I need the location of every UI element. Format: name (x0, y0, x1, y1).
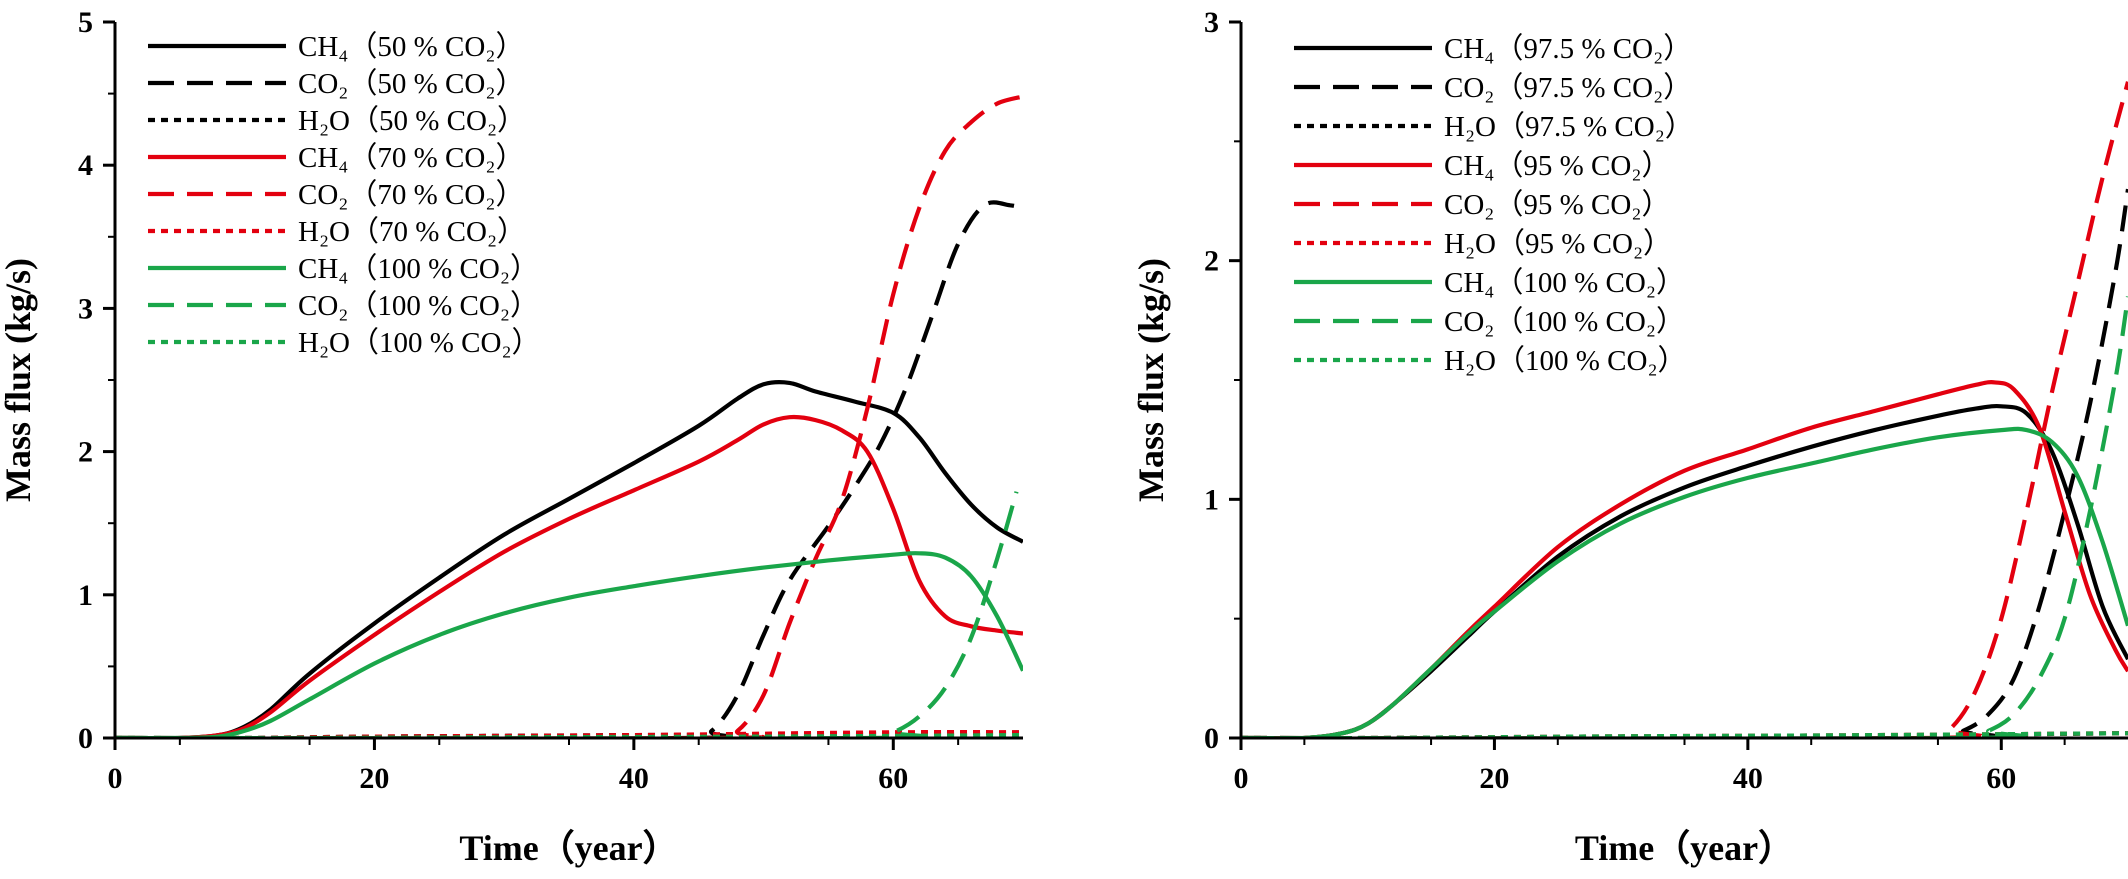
legend: CH₄（97.5 % CO₂） CO₂（97.5 % CO₂） H₂O（97.5 %… (1294, 33, 1694, 377)
chart-panel-2: 0 1 2 3 0 20 40 60 Time（year） Mass flux (kg/s) CH₄… (1131, 6, 2128, 868)
series-line-8 (1241, 296, 2128, 738)
legend-label-9: H₂O（100 % CO₂） (1444, 345, 1687, 377)
legend-label-5: CO₂（95 % CO₂） (1444, 189, 1670, 221)
x-tick-label: 40 (619, 762, 649, 795)
legend-label-3: H₂O（50 % CO₂） (298, 105, 526, 137)
y-tick-label: 0 (78, 722, 93, 755)
legend-label-4: CH₄（70 % CO₂） (298, 142, 524, 174)
legend-label-8: CO₂（100 % CO₂） (298, 290, 539, 322)
series-line-1 (1241, 403, 2128, 738)
x-tick-label: 60 (1986, 762, 2016, 795)
series-line-8 (115, 491, 1019, 738)
y-tick-label: 2 (1204, 245, 1219, 278)
legend: CH₄（50 % CO₂） CO₂（50 % CO₂） H₂O（50 % CO₂） C… (148, 31, 541, 359)
legend-label-6: H₂O（70 % CO₂） (298, 216, 526, 248)
legend-label-7: CH₄（100 % CO₂） (1444, 267, 1685, 299)
series-group (1241, 81, 2128, 738)
legend-label-2: CO₂（97.5 % CO₂） (1444, 72, 1692, 104)
chart-panel-1: 0 1 2 3 4 5 0 20 40 60 Time（year） Mass flux (kg/s) C… (0, 6, 1023, 868)
legend-label-4: CH₄（95 % CO₂） (1444, 150, 1670, 182)
y-axis-title: Mass flux (kg/s) (0, 258, 38, 502)
legend-label-5: CO₂（70 % CO₂） (298, 179, 524, 211)
series-line-2 (115, 200, 1023, 738)
series-line-9 (1241, 731, 2128, 738)
y-tick-label: 2 (78, 436, 93, 469)
y-tick-label: 0 (1204, 722, 1219, 755)
x-tick-label: 60 (878, 762, 908, 795)
y-tick-label: 4 (78, 149, 93, 182)
legend-label-6: H₂O（95 % CO₂） (1444, 228, 1672, 260)
legend-label-2: CO₂（50 % CO₂） (298, 68, 524, 100)
series-group (115, 94, 1023, 738)
legend-label-7: CH₄（100 % CO₂） (298, 253, 539, 285)
legend-label-1: CH₄（97.5 % CO₂） (1444, 33, 1692, 65)
x-axis-title: Time（year） (459, 828, 678, 868)
series-line-2 (1241, 188, 2128, 738)
x-tick-label: 20 (359, 762, 389, 795)
series-line-7 (115, 551, 1023, 738)
legend-label-9: H₂O（100 % CO₂） (298, 327, 541, 359)
series-line-4 (115, 414, 1023, 738)
legend-label-1: CH₄（50 % CO₂） (298, 31, 524, 63)
y-tick-label: 3 (1204, 6, 1219, 39)
y-tick-label: 1 (78, 579, 93, 612)
series-line-7 (1241, 426, 2128, 738)
x-tick-label: 40 (1733, 762, 1763, 795)
x-tick-label: 0 (1234, 762, 1249, 795)
x-tick-label: 0 (108, 762, 123, 795)
x-tick-label: 20 (1479, 762, 1509, 795)
legend-label-3: H₂O（97.5 % CO₂） (1444, 111, 1694, 143)
y-tick-label: 3 (78, 292, 93, 325)
y-axis-title: Mass flux (kg/s) (1131, 258, 1171, 502)
legend-label-8: CO₂（100 % CO₂） (1444, 306, 1685, 338)
x-axis-title: Time（year） (1575, 828, 1794, 868)
series-line-4 (1241, 380, 2128, 738)
y-tick-label: 1 (1204, 483, 1219, 516)
series-line-5 (1241, 81, 2128, 738)
y-tick-label: 5 (78, 6, 93, 39)
